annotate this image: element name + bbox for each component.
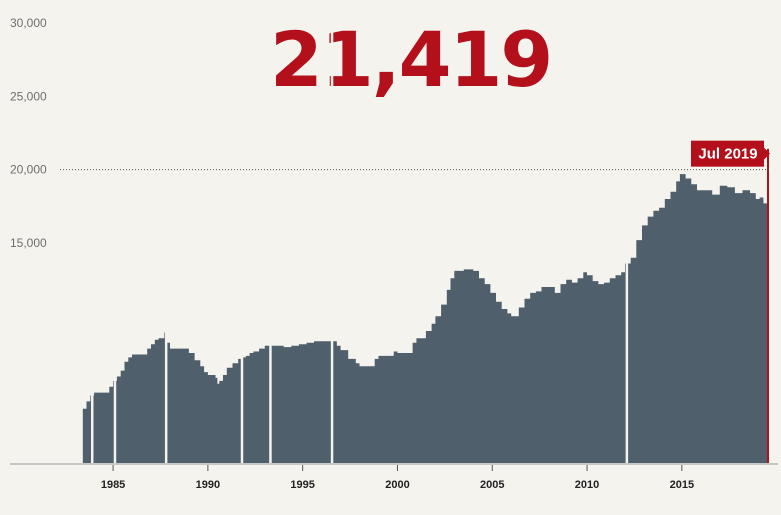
- x-tick-label: 2000: [385, 479, 409, 491]
- y-tick-label: 20,000: [10, 163, 47, 177]
- callout-label: Jul 2019: [698, 146, 757, 163]
- latest-value-bar: [767, 148, 769, 463]
- x-tick-label: 1990: [196, 479, 220, 491]
- y-tick-label: 25,000: [10, 89, 47, 103]
- x-tick-label: 2010: [575, 479, 599, 491]
- callout-pointer: [764, 147, 770, 160]
- headline-value: 21,419: [270, 15, 553, 104]
- x-tick-label: 2005: [480, 479, 504, 491]
- x-tick-label: 1995: [290, 479, 314, 491]
- y-tick-label: 30,000: [10, 16, 47, 30]
- series-area: [82, 174, 768, 463]
- y-tick-label: 15,000: [10, 236, 47, 250]
- x-tick-label: 1985: [101, 479, 125, 491]
- x-tick-label: 2015: [670, 479, 694, 491]
- callout-box: [691, 140, 764, 167]
